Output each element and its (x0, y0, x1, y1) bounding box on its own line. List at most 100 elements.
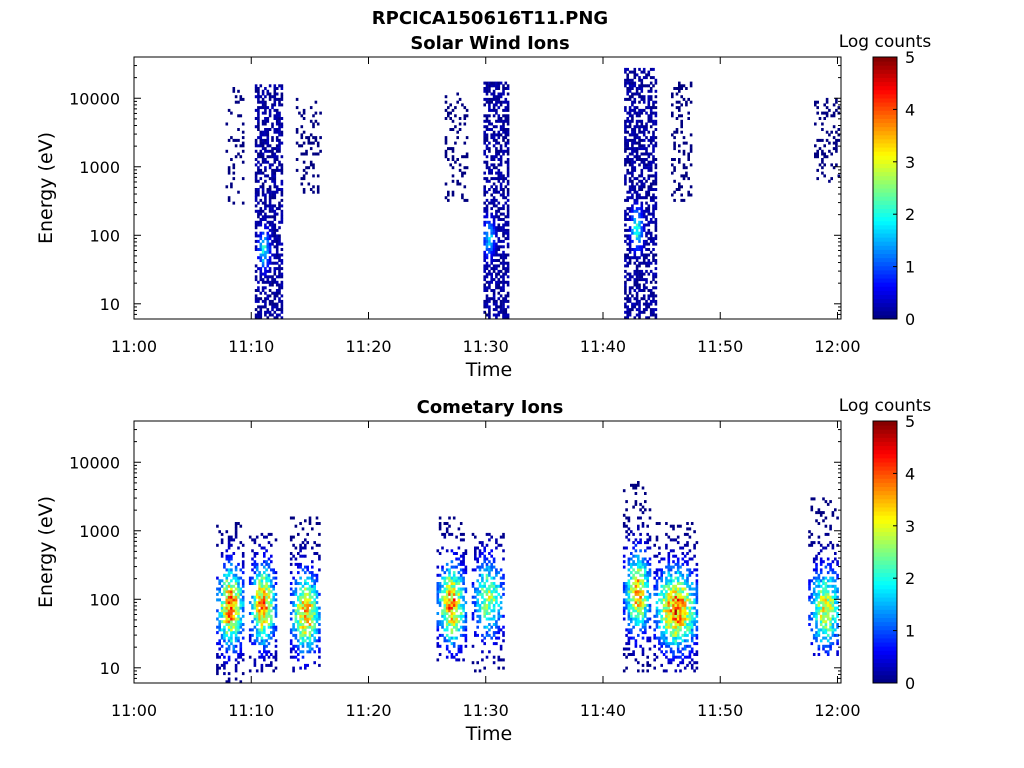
heatmap-cell (655, 554, 659, 558)
heatmap-cell (241, 653, 245, 656)
heatmap-cell (679, 601, 682, 605)
heatmap-cell (652, 188, 655, 191)
heatmap-cell (502, 532, 505, 536)
heatmap-cell (278, 204, 281, 208)
heatmap-cell (478, 590, 482, 594)
heatmap-cell (451, 190, 455, 194)
heatmap-cell (289, 642, 293, 646)
heatmap-cell (308, 587, 312, 591)
x-tick-label: 12:00 (814, 701, 860, 720)
heatmap-cell (485, 117, 489, 120)
heatmap-cell (824, 644, 828, 648)
heatmap-cells (225, 67, 841, 320)
heatmap-cell (831, 614, 835, 618)
heatmap-cell (695, 650, 699, 654)
heatmap-cell (635, 133, 639, 137)
heatmap-cell (641, 582, 645, 585)
heatmap-cell (687, 177, 690, 181)
heatmap-cell (308, 633, 312, 637)
heatmap-cell (476, 620, 479, 624)
heatmap-cell (645, 73, 648, 77)
heatmap-cell (630, 598, 633, 602)
heatmap-cell (631, 166, 634, 170)
heatmap-cell (495, 587, 498, 591)
heatmap-cell (631, 228, 634, 232)
heatmap-cell (826, 650, 830, 654)
heatmap-cell (810, 505, 814, 509)
heatmap-cell (254, 204, 258, 208)
heatmap-cell (822, 587, 825, 591)
heatmap-cell (280, 253, 284, 257)
heatmap-cell (638, 239, 641, 243)
heatmap-cell (234, 524, 238, 528)
heatmap-cell (499, 144, 503, 148)
heatmap-cell (318, 623, 321, 626)
heatmap-cell (641, 562, 645, 566)
heatmap-cell (654, 100, 658, 104)
heatmap-cell (234, 601, 238, 605)
heatmap-cell (271, 174, 274, 178)
y-tick-label: 10 (100, 659, 120, 678)
heatmap-cell (278, 168, 281, 172)
heatmap-cell (483, 283, 486, 287)
heatmap-cell (278, 201, 281, 205)
heatmap-cell (625, 633, 628, 637)
heatmap-cell (448, 579, 451, 583)
heatmap-cell (682, 84, 686, 88)
heatmap-cell (275, 168, 279, 172)
heatmap-cell (628, 138, 632, 142)
heatmap-cell (275, 261, 279, 265)
heatmap-cell (633, 248, 637, 251)
heatmap-cell (645, 193, 648, 197)
heatmap-cell (309, 163, 313, 167)
heatmap-cell (488, 264, 491, 268)
heatmap-cell (225, 623, 229, 626)
heatmap-cell (678, 81, 681, 85)
heatmap-cell (483, 171, 486, 175)
heatmap-cell (306, 620, 309, 624)
heatmap-cell (687, 117, 690, 120)
heatmap-cell (822, 609, 825, 613)
heatmap-cell (672, 584, 675, 588)
heatmap-cell (497, 248, 501, 251)
heatmap-cell (638, 193, 641, 197)
heatmap-cell (261, 218, 265, 221)
heatmap-cell (826, 571, 830, 575)
heatmap-cell (625, 584, 628, 588)
heatmap-cell (485, 313, 489, 317)
heatmap-cell (654, 111, 658, 115)
heatmap-cell (313, 617, 316, 621)
heatmap-cell (456, 179, 459, 183)
heatmap-cell (495, 272, 498, 276)
heatmap-cell (230, 606, 233, 610)
heatmap-cell (315, 543, 319, 547)
heatmap-cell (234, 636, 238, 640)
heatmap-cell (459, 617, 463, 621)
heatmap-cell (685, 166, 688, 170)
heatmap-cell (638, 196, 641, 200)
heatmap-cell (637, 609, 640, 613)
heatmap-cell (218, 582, 221, 585)
heatmap-cell (251, 538, 254, 542)
heatmap-cell (275, 228, 279, 232)
heatmap-cell (504, 310, 508, 314)
heatmap-cell (267, 625, 271, 629)
heatmap-cell (478, 606, 482, 610)
heatmap-cell (461, 103, 464, 107)
heatmap-cell (641, 511, 645, 515)
heatmap-cell (280, 267, 284, 271)
heatmap-cell (499, 117, 503, 120)
heatmap-cell (492, 239, 496, 243)
heatmap-cell (241, 141, 245, 145)
heatmap-cell (655, 573, 659, 577)
heatmap-cell (265, 568, 268, 572)
heatmap-cell (299, 603, 302, 607)
heatmap-cell (445, 590, 449, 594)
heatmap-cell (681, 587, 685, 591)
heatmap-cell (488, 538, 491, 542)
heatmap-cell (264, 128, 267, 131)
heatmap-cell (225, 642, 229, 646)
heatmap-cell (830, 152, 833, 156)
heatmap-cell (274, 571, 278, 575)
heatmap-cell (836, 587, 839, 591)
